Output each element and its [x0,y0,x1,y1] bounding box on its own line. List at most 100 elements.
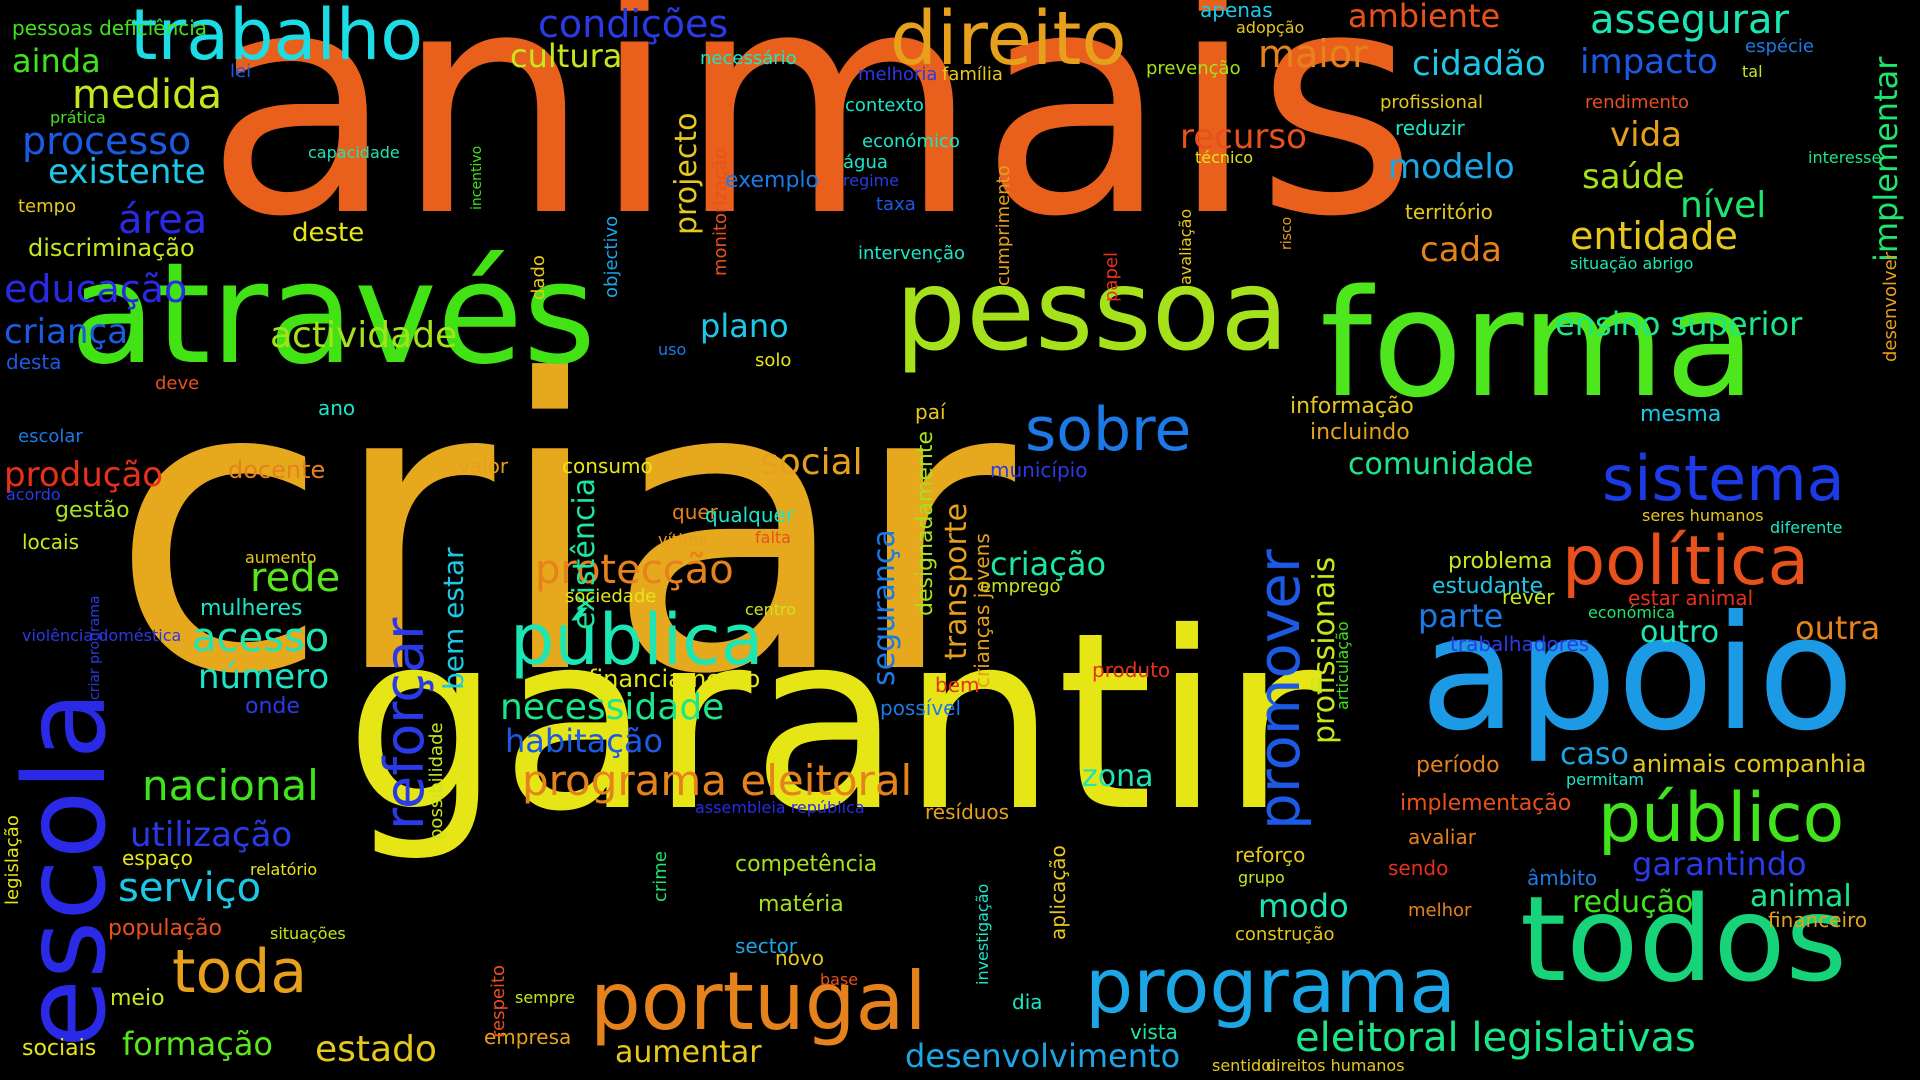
word: contexto [845,95,924,116]
word: adopção [1236,18,1305,37]
word: serviço [118,865,262,911]
word: criar programa [87,595,103,700]
word: vista [1130,1020,1178,1044]
word: reforçar [373,617,436,830]
word: melhor [1408,900,1472,921]
word: desenvolver [1880,251,1901,362]
word: toda [172,937,308,1007]
word: construção [1235,924,1335,945]
word: comunidade [1348,447,1534,482]
word: pessoa [895,246,1289,376]
word: segurança [867,529,902,686]
word: reduzir [1395,116,1465,140]
word: âmbito [1527,866,1598,890]
word: mesma [1640,402,1722,427]
word: modelo [1388,147,1515,187]
word: estar animal [1628,586,1754,610]
word: papel [1101,252,1122,302]
word: económica [1588,603,1675,622]
word: quer [672,500,718,524]
word: ensino superior [1555,305,1803,343]
word: todos [1520,870,1848,1008]
word: animais companhia [1632,750,1867,778]
word: transporte [939,502,974,660]
word: programa [1085,941,1456,1030]
word: incentivo [469,145,485,210]
word: direitos humanos [1266,1056,1405,1075]
word: rede [250,555,341,601]
word: desta [6,350,62,374]
word: investigação [973,883,992,985]
word: diferente [1770,518,1843,537]
word: acesso [192,615,330,661]
word: através [70,233,596,396]
word: actividade [270,315,458,356]
word: município [990,458,1088,482]
word: situações [270,924,346,943]
word: criar [110,297,1016,762]
word: cultura [510,37,623,75]
word: gestão [55,498,130,523]
word: condições [538,2,729,46]
word: maior [1258,32,1368,76]
word: falta [755,528,791,547]
word: redução [1572,885,1694,920]
word: existência [567,477,602,630]
word: possível [880,696,962,720]
word: habitação [505,722,664,760]
word: risco [1279,216,1295,250]
word: bem estar [437,547,470,690]
word: vítima [658,530,709,549]
word: sentido [1212,1056,1271,1075]
word: sociedade [565,586,657,607]
word: avaliar [1408,825,1476,849]
word: animais [205,0,1418,285]
word: zona [1082,759,1154,794]
word: desenvolvimento [905,1037,1181,1075]
word: garantindo [1632,845,1807,883]
word: crianças jovens [970,533,994,688]
word: base [820,970,859,989]
word: formação [122,1025,273,1063]
word: caso [1560,737,1629,772]
word: pública [510,599,764,681]
word: território [1405,200,1493,224]
word: seres humanos [1642,506,1764,525]
word: situação abrigo [1570,254,1694,273]
word: portugal [590,955,927,1048]
word: implementação [1400,791,1572,816]
word: reforço [1235,843,1306,867]
word: violência doméstica [22,626,182,645]
word: programa eleitoral [522,756,913,805]
word: sendo [1388,856,1449,880]
word: tal [1742,62,1763,81]
word: política [1562,522,1810,601]
word: aplicação [1046,845,1070,940]
word: projecto [669,112,704,235]
word: apoio [1420,582,1855,766]
word: espécie [1745,36,1814,57]
word: mulheres [200,596,303,621]
word: deste [292,218,365,248]
word: económico [862,131,960,152]
word: centro [745,600,797,619]
word: cada [1420,230,1502,270]
word: cidadão [1412,44,1546,84]
word: paí [915,400,946,424]
word: social [760,442,863,483]
word: sociais [22,1036,97,1061]
word: profissional [1380,92,1483,113]
word: entidade [1570,214,1738,258]
word: sistema [1602,442,1845,515]
word: informação [1290,394,1414,419]
word: monitorização [710,148,731,276]
word: eleitoral legislativas [1295,1015,1696,1061]
word: prevenção [1146,58,1241,79]
word: escolar [18,426,83,447]
word: emprego [980,576,1061,597]
word: necessidade [500,687,725,728]
word: promover [1245,549,1313,830]
word: melhoria [858,64,938,85]
word: direito [890,0,1127,82]
word: ainda [12,42,101,80]
